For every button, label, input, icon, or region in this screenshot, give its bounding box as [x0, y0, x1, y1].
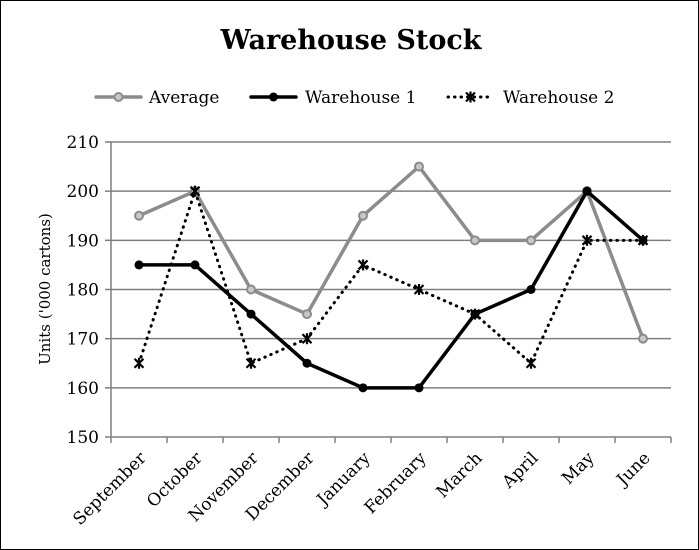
y-tick-label: 210	[67, 133, 99, 153]
data-point	[134, 260, 144, 270]
data-point	[638, 333, 648, 344]
series-line	[137, 189, 645, 365]
y-tick-label: 200	[67, 182, 99, 202]
data-point	[525, 357, 537, 369]
chart-title: Warehouse Stock	[219, 25, 482, 56]
x-tick-label: February	[361, 448, 431, 518]
data-point	[581, 234, 593, 246]
data-point	[414, 383, 424, 393]
x-tick-label: March	[433, 448, 487, 502]
data-point	[302, 309, 312, 320]
data-point	[582, 186, 592, 196]
legend-item: Average	[94, 88, 219, 108]
data-point	[302, 358, 312, 368]
data-point	[190, 260, 200, 270]
series-line	[137, 164, 645, 341]
y-tick-label: 160	[67, 379, 99, 399]
y-axis-title: Units ('000 cartons)	[36, 213, 54, 365]
data-point	[526, 285, 536, 294]
legend-label: Warehouse 1	[305, 88, 416, 108]
data-point	[245, 357, 257, 369]
axes: 150160170180190200210SeptemberOctoberNov…	[67, 133, 672, 530]
y-tick-label: 180	[67, 281, 99, 301]
x-tick-label: May	[558, 448, 599, 489]
data-point	[414, 161, 424, 172]
series-warehouse-2	[133, 185, 649, 369]
series-line	[137, 189, 645, 390]
series-average	[134, 161, 648, 344]
data-point	[246, 284, 256, 295]
x-tick-label: June	[612, 448, 655, 491]
data-point	[526, 235, 536, 246]
x-tick-label: April	[498, 448, 543, 493]
x-tick-label: September	[69, 448, 151, 530]
data-point	[358, 383, 368, 393]
data-point	[469, 308, 481, 320]
data-point	[637, 234, 649, 246]
data-point	[133, 357, 145, 369]
data-point	[470, 235, 480, 246]
legend-marker	[465, 91, 476, 103]
data-point	[189, 185, 201, 197]
data-point	[134, 210, 144, 221]
legend-marker	[269, 92, 278, 102]
legend-marker	[113, 92, 124, 102]
y-tick-label: 150	[67, 428, 99, 448]
legend-label: Average	[148, 88, 219, 108]
series-layer	[133, 161, 649, 393]
legend-label: Warehouse 2	[503, 88, 614, 108]
data-point	[357, 259, 369, 271]
legend-item: Warehouse 2	[446, 88, 614, 108]
data-point	[358, 210, 368, 221]
y-tick-label: 190	[67, 231, 99, 251]
y-tick-label: 170	[67, 330, 99, 350]
legend: Average Warehouse 1 Warehouse 2	[94, 88, 614, 108]
data-point	[246, 309, 256, 319]
data-point	[301, 333, 313, 345]
data-point	[413, 284, 425, 295]
legend-item: Warehouse 1	[249, 88, 416, 108]
